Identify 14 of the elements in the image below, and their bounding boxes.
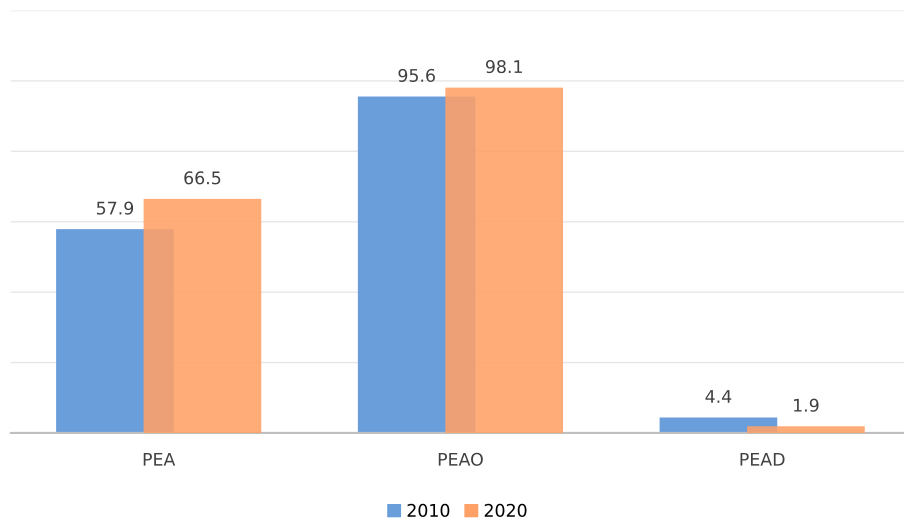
bar [747, 426, 865, 433]
legend-label: 2010 [408, 504, 450, 517]
x-tick-label: PEA [144, 452, 176, 466]
data-label: 98.1 [486, 60, 522, 74]
legend-label: 2020 [484, 504, 526, 517]
bar [445, 88, 564, 433]
data-label: 57.9 [96, 202, 134, 215]
data-label: 95.6 [398, 68, 435, 82]
data-label: 1.9 [794, 398, 819, 412]
bar [144, 198, 262, 433]
data-label: 4.4 [705, 390, 732, 403]
data-label: 66.5 [184, 171, 220, 184]
x-tick-label: PEAD [740, 452, 784, 466]
x-tick-label: PEAO [438, 452, 483, 466]
